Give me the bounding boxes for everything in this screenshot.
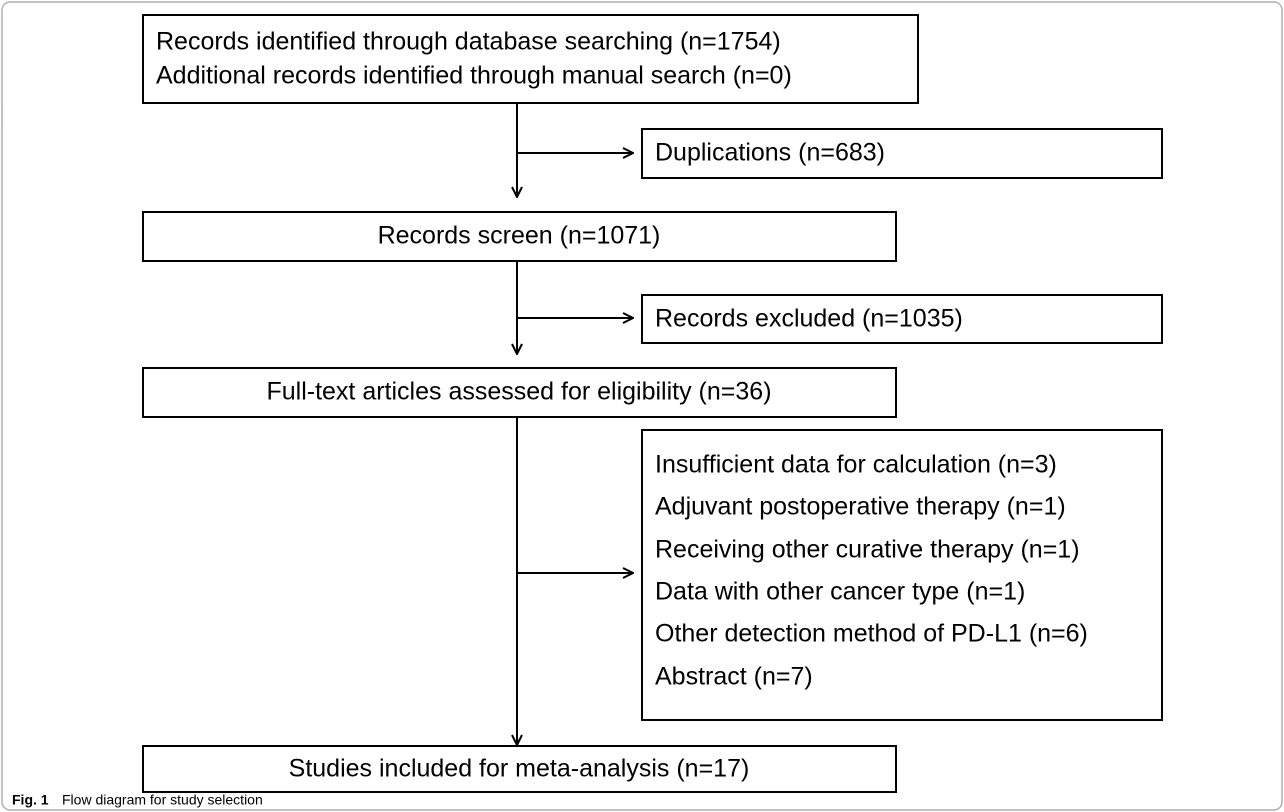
caption-label: Fig. 1 bbox=[12, 792, 49, 808]
node-text: Abstract (n=7) bbox=[655, 663, 813, 691]
node-text: Other detection method of PD-L1 (n=6) bbox=[655, 620, 1088, 648]
node-text: Full-text articles assessed for eligibil… bbox=[266, 378, 771, 406]
connectors bbox=[517, 103, 633, 745]
node-text: Studies included for meta-analysis (n=17… bbox=[289, 755, 750, 783]
node-text: Additional records identified through ma… bbox=[156, 62, 792, 90]
box bbox=[641, 294, 1163, 344]
node-text: Adjuvant postoperative therapy (n=1) bbox=[655, 493, 1066, 521]
node-text: Records screen (n=1071) bbox=[378, 222, 661, 250]
caption-text: Flow diagram for study selection bbox=[62, 792, 263, 808]
box bbox=[142, 14, 919, 104]
node-text: Receiving other curative therapy (n=1) bbox=[655, 536, 1080, 564]
box bbox=[142, 745, 897, 793]
box bbox=[142, 367, 897, 418]
box bbox=[641, 429, 1163, 721]
box bbox=[641, 128, 1163, 179]
node-text: Records identified through database sear… bbox=[156, 28, 781, 56]
node-text: Records excluded (n=1035) bbox=[655, 305, 963, 333]
node-text: Data with other cancer type (n=1) bbox=[655, 578, 1025, 606]
node-text: Duplications (n=683) bbox=[655, 139, 885, 167]
node-text: Insufficient data for calculation (n=3) bbox=[655, 451, 1057, 479]
box bbox=[142, 211, 897, 262]
